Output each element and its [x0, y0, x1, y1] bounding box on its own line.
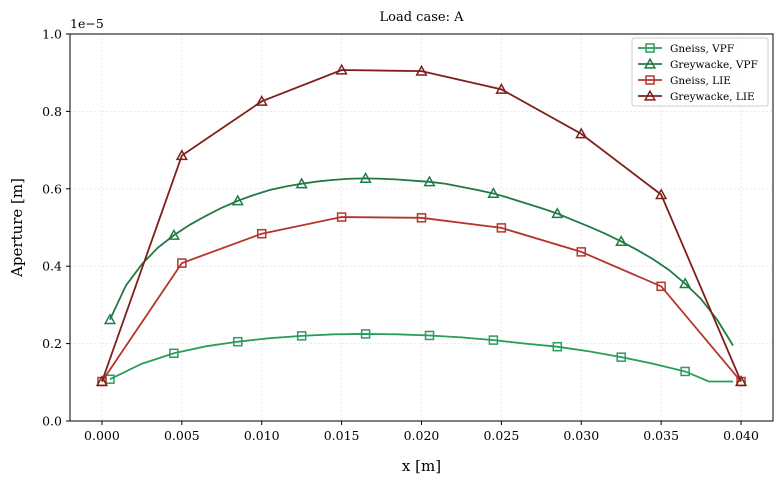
data-point	[233, 336, 243, 347]
x-axis: 0.000 0.005 0.010 0.015 0.020 0.025 0.030 0.035…	[84, 421, 759, 443]
y-tick-label: 0.0	[42, 414, 62, 429]
legend-label: Gneiss, VPF	[670, 43, 734, 55]
chart-title: Load case: A	[380, 10, 465, 25]
data-point	[551, 207, 564, 219]
data-point	[295, 177, 308, 189]
y-tick-label: 0.8	[42, 104, 62, 119]
y-axis: 0.0 0.2 0.4 0.6 0.8 1.0	[42, 27, 70, 429]
legend-item: Gneiss, VPF	[638, 43, 734, 55]
y-tick-label: 0.4	[42, 259, 62, 274]
data-point	[655, 188, 668, 200]
legend: Gneiss, VPF Greywacke, VPF Gneiss, LIE Grey…	[631, 37, 769, 107]
legend-item: Gneiss, LIE	[638, 75, 731, 87]
data-point	[424, 330, 435, 341]
data-point	[415, 64, 428, 76]
data-point	[616, 352, 626, 362]
data-point	[335, 63, 348, 75]
data-point	[734, 375, 748, 387]
data-point	[169, 348, 179, 359]
legend-label: Greywacke, LIE	[670, 91, 755, 103]
data-point	[231, 194, 244, 206]
y-tick-label: 0.6	[42, 181, 62, 196]
x-tick-label: 0.020	[404, 428, 440, 443]
x-tick-label: 0.000	[84, 428, 120, 443]
data-point	[360, 329, 371, 339]
legend-label: Greywacke, VPF	[670, 59, 758, 71]
series-line	[109, 177, 734, 347]
legend-label: Gneiss, LIE	[670, 75, 731, 87]
x-axis-label: x [m]	[402, 457, 441, 475]
x-tick-label: 0.025	[483, 428, 519, 443]
data-point	[679, 277, 692, 289]
x-tick-label: 0.015	[324, 428, 360, 443]
legend-marker	[643, 89, 657, 101]
data-point	[680, 366, 690, 377]
data-point	[575, 127, 588, 139]
series-greywacke-vpf	[103, 172, 734, 347]
data-point	[256, 228, 267, 239]
data-point	[423, 175, 436, 187]
x-tick-label: 0.030	[563, 428, 599, 443]
legend-marker	[643, 57, 657, 69]
data-point	[495, 82, 508, 94]
data-point	[255, 94, 268, 106]
legend-marker	[645, 75, 655, 85]
series-line	[101, 216, 742, 383]
data-point	[296, 331, 307, 341]
series-line	[101, 69, 742, 382]
data-point	[496, 223, 507, 233]
y-tick-label: 1.0	[42, 27, 62, 42]
y-axis-offset-text: 1e−5	[70, 16, 104, 31]
y-axis-label: Aperture [m]	[8, 178, 26, 278]
x-tick-label: 0.010	[244, 428, 280, 443]
legend-item: Greywacke, LIE	[638, 89, 755, 103]
data-point	[487, 187, 500, 199]
legend-item: Greywacke, VPF	[638, 57, 758, 71]
data-point	[359, 172, 372, 183]
data-point	[552, 341, 563, 352]
x-tick-label: 0.035	[643, 428, 679, 443]
series-layer	[95, 63, 748, 387]
series-line	[109, 333, 734, 383]
data-point	[615, 235, 628, 247]
legend-marker	[645, 43, 655, 53]
data-point	[167, 228, 180, 240]
data-point	[95, 375, 109, 387]
series-greywacke-lie	[95, 63, 748, 387]
series-gneiss-lie	[97, 212, 746, 387]
data-point	[656, 281, 666, 292]
data-point	[488, 335, 499, 345]
data-point	[336, 212, 347, 222]
y-tick-label: 0.2	[42, 336, 62, 351]
data-point	[177, 258, 187, 268]
x-tick-label: 0.040	[723, 428, 759, 443]
data-point	[103, 313, 117, 325]
x-tick-label: 0.005	[164, 428, 200, 443]
data-point	[175, 149, 188, 161]
data-point	[576, 247, 587, 257]
series-gneiss-vpf	[105, 329, 734, 384]
legend-box	[631, 37, 769, 107]
data-point	[416, 213, 427, 223]
